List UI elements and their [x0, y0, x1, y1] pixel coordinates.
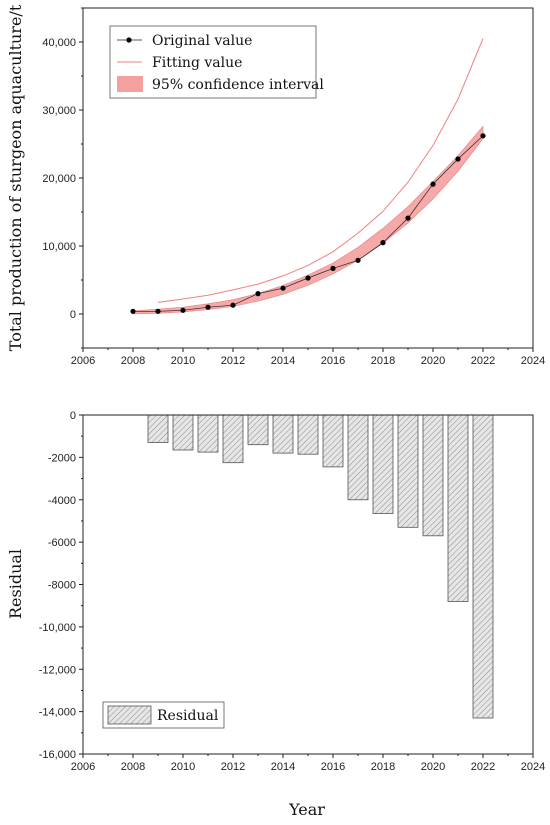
- top-x-tick-label: 2014: [271, 355, 295, 367]
- top-y-tick-label: 20,000: [42, 173, 76, 185]
- legend-residual-label: Residual: [157, 708, 219, 724]
- bottom-x-tick-label: 2016: [321, 761, 345, 773]
- bottom-x-tick-label: 2014: [271, 761, 295, 773]
- top-axes: 2006 2008 2010 2012 2014 2016 2018 2020 2022 2024…: [42, 7, 545, 367]
- top-chart: 2006 2008 2010 2012 2014 2016 2018 2020 2022 2024…: [6, 4, 545, 367]
- top-legend-box: [109, 25, 317, 99]
- original-point: [405, 215, 411, 221]
- original-point: [305, 275, 311, 281]
- residual-bar: [447, 414, 469, 602]
- top-x-tick-label: 2016: [321, 355, 345, 367]
- bottom-x-tick-label: 2012: [221, 761, 245, 773]
- confidence-band-layer: [132, 125, 484, 315]
- bottom-y-tick-label: -2000: [48, 452, 76, 464]
- residual-bar: [372, 414, 394, 514]
- legend-band-swatch: [117, 76, 143, 92]
- bottom-legend: Residual: [102, 701, 225, 729]
- top-legend: Original value Fitting value 95% confide…: [109, 25, 324, 99]
- bottom-x-tick-label: 2024: [521, 761, 545, 773]
- legend-original-label: Original value: [152, 33, 252, 49]
- original-point: [330, 265, 336, 271]
- top-x-tick-label: 2018: [371, 355, 395, 367]
- bottom-y-tick-label: 0: [70, 410, 76, 422]
- top-x-tick-label: 2012: [221, 355, 245, 367]
- residual-bar: [197, 414, 219, 453]
- bottom-x-tick-label: 2006: [71, 761, 95, 773]
- bottom-y-tick-label: -6000: [48, 537, 76, 549]
- bottom-y-tick-label: -14,000: [39, 707, 76, 719]
- confidence-band: [132, 125, 484, 315]
- original-point: [230, 302, 236, 308]
- residual-bar: [297, 414, 319, 455]
- legend-fitting-label: Fitting value: [152, 55, 242, 71]
- top-y-tick-label: 10,000: [42, 241, 76, 253]
- bottom-x-tick-label: 2010: [171, 761, 195, 773]
- top-x-tick-label: 2010: [171, 355, 195, 367]
- original-series-layer: [130, 133, 486, 314]
- residual-bar: [397, 414, 419, 528]
- top-y-axis-title: Total production of sturgeon aquaculture…: [6, 4, 25, 351]
- bottom-axes: 2006 2008 2010 2012 2014 2016 2018 2020 2022 2024…: [39, 410, 546, 773]
- residual-bar: [347, 414, 369, 501]
- residual-bar: [247, 414, 269, 446]
- original-point: [130, 308, 136, 314]
- residual-bar: [422, 414, 444, 537]
- original-point: [380, 240, 386, 246]
- top-x-tick-label: 2022: [471, 355, 495, 367]
- residual-bar: [172, 414, 194, 451]
- top-x-tick-label: 2008: [121, 355, 145, 367]
- top-y-tick-label: 40,000: [42, 37, 76, 49]
- bottom-y-axis-title: Residual: [6, 549, 25, 619]
- original-point: [430, 181, 436, 187]
- original-point: [255, 291, 261, 297]
- top-x-tick-label: 2024: [521, 355, 545, 367]
- residual-bar: [222, 414, 244, 464]
- original-point: [455, 156, 461, 162]
- residual-bars-layer: [147, 414, 494, 719]
- x-axis-title: Year: [288, 800, 325, 819]
- top-x-tick-label: 2020: [421, 355, 445, 367]
- original-point: [480, 133, 486, 139]
- bottom-x-tick-label: 2022: [471, 761, 495, 773]
- bottom-y-tick-label: -12,000: [39, 664, 76, 676]
- original-point: [355, 257, 361, 263]
- original-point: [180, 307, 186, 313]
- bottom-y-tick-label: -8000: [48, 580, 76, 592]
- bottom-y-tick-label: -4000: [48, 495, 76, 507]
- bottom-y-tick-label: -16,000: [39, 749, 76, 761]
- bottom-chart: 2006 2008 2010 2012 2014 2016 2018 2020 2022 2024…: [6, 410, 545, 819]
- bottom-x-tick-label: 2018: [371, 761, 395, 773]
- bottom-y-tick-label: -10,000: [39, 622, 76, 634]
- residual-bar: [322, 414, 344, 468]
- bottom-x-tick-label: 2020: [421, 761, 445, 773]
- bottom-x-tick-label: 2008: [121, 761, 145, 773]
- original-point: [280, 285, 286, 291]
- legend-band-label: 95% confidence interval: [152, 77, 324, 93]
- original-point: [155, 308, 161, 314]
- residual-bar: [272, 414, 294, 454]
- top-x-tick-label: 2006: [71, 355, 95, 367]
- top-y-tick-label: 0: [70, 309, 76, 321]
- residual-bar: [147, 414, 169, 443]
- fitting-line-layer: [157, 38, 484, 303]
- top-y-tick-label: 30,000: [42, 105, 76, 117]
- legend-residual-swatch: [107, 705, 152, 725]
- residual-bar: [472, 414, 494, 719]
- original-point: [205, 304, 211, 310]
- fitting-line: [157, 38, 484, 303]
- legend-original-marker: [126, 37, 132, 43]
